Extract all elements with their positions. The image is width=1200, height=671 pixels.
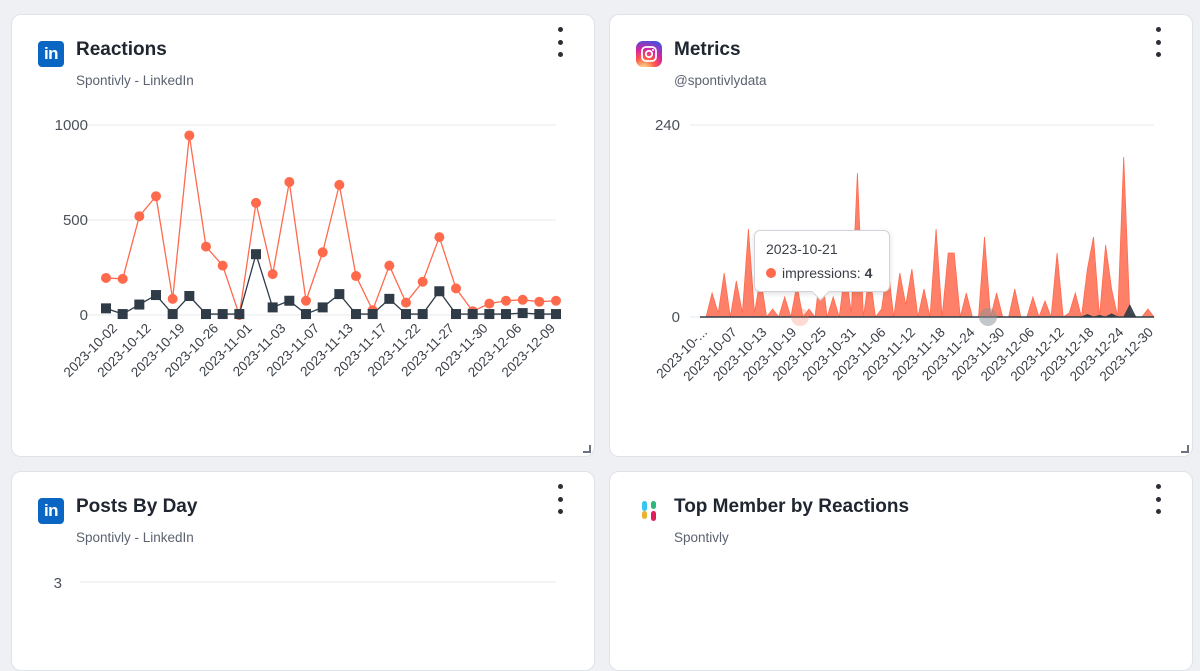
data-point	[117, 309, 128, 320]
card-title: Posts By Day	[76, 496, 198, 517]
data-point	[251, 249, 261, 260]
posts-chart: 3	[54, 575, 556, 592]
data-point	[184, 291, 195, 301]
data-point	[334, 179, 345, 190]
y-tick-label: 240	[655, 117, 680, 134]
resize-handle[interactable]	[583, 445, 591, 453]
series-line-dark	[105, 251, 556, 316]
data-point	[351, 309, 361, 320]
data-point	[401, 297, 411, 308]
data-point	[167, 293, 178, 304]
y-tick-label: 3	[54, 575, 62, 592]
data-point	[284, 295, 295, 306]
reactions-chart: 100050002023-10-022023-10-122023-10-1920…	[55, 117, 561, 380]
data-point	[384, 260, 395, 271]
instagram-icon	[636, 41, 662, 67]
data-point	[134, 211, 145, 222]
data-point	[151, 191, 161, 202]
data-point	[534, 296, 545, 307]
data-point	[317, 247, 328, 258]
data-point	[301, 309, 311, 320]
data-point	[417, 309, 428, 320]
data-point	[551, 309, 561, 320]
data-point	[234, 309, 245, 320]
linkedin-icon: in	[38, 498, 64, 524]
data-point	[517, 308, 528, 319]
data-point	[317, 302, 328, 313]
data-point	[267, 302, 278, 313]
top-member-card: Top Member by Reactions Spontivly	[609, 471, 1193, 671]
data-point	[417, 276, 428, 287]
card-header: in Posts By Day Spontivly - LinkedIn	[38, 496, 574, 552]
data-point	[101, 303, 111, 314]
card-title: Reactions	[76, 39, 167, 60]
data-point	[501, 309, 511, 320]
card-subtitle: @spontivlydata	[674, 73, 767, 88]
card-subtitle: Spontivly - LinkedIn	[76, 73, 194, 88]
data-point	[101, 272, 111, 283]
data-point	[351, 271, 361, 282]
card-subtitle: Spontivly - LinkedIn	[76, 530, 194, 545]
data-point	[467, 309, 478, 320]
data-point	[217, 309, 228, 320]
data-point	[217, 260, 228, 271]
series-line-orange	[105, 135, 557, 316]
card-header: Top Member by Reactions Spontivly	[636, 496, 1172, 552]
card-title: Top Member by Reactions	[674, 496, 910, 517]
more-options-icon[interactable]	[1150, 484, 1166, 514]
data-point	[117, 273, 128, 284]
data-point	[451, 283, 461, 294]
reactions-card: in Reactions Spontivly - LinkedIn 1000 50…	[11, 14, 595, 457]
data-point	[401, 309, 411, 320]
data-point	[301, 295, 311, 306]
chart-tooltip: 2023-10-21 impressions: 4	[754, 230, 890, 301]
data-point	[251, 197, 261, 208]
more-options-icon[interactable]	[1150, 27, 1166, 57]
card-header: Metrics @spontivlydata	[636, 39, 1172, 95]
data-point	[434, 286, 445, 297]
metrics-card: Metrics @spontivlydata 240 0 2023-10-... 20…	[609, 14, 1193, 457]
data-point	[334, 289, 345, 300]
series-dot-icon	[766, 268, 776, 278]
more-options-icon[interactable]	[552, 484, 568, 514]
metrics-chart: 24002023-10-...2023-10-072023-10-132023-…	[653, 117, 1156, 384]
data-point	[484, 309, 495, 320]
hover-point	[791, 308, 809, 326]
tooltip-date: 2023-10-21	[766, 241, 838, 257]
y-tick-label: 1000	[55, 117, 88, 134]
data-point	[501, 295, 511, 306]
tooltip-series: impressions:	[782, 265, 861, 281]
card-title: Metrics	[674, 39, 741, 60]
tooltip-row: impressions: 4	[766, 265, 872, 281]
tooltip-value: 4	[864, 265, 873, 281]
data-point	[434, 232, 445, 243]
posts-by-day-card: in Posts By Day Spontivly - LinkedIn 3	[11, 471, 595, 671]
y-tick-label: 0	[672, 309, 680, 326]
data-point	[201, 309, 211, 320]
data-point	[151, 290, 161, 301]
data-point	[201, 241, 211, 252]
card-header: in Reactions Spontivly - LinkedIn	[38, 39, 574, 95]
more-options-icon[interactable]	[552, 27, 568, 57]
hover-point	[979, 308, 997, 326]
data-point	[551, 295, 561, 306]
data-point	[367, 309, 378, 320]
y-tick-label: 500	[63, 212, 88, 229]
card-subtitle: Spontivly	[674, 530, 729, 545]
data-point	[167, 309, 178, 320]
slack-icon	[636, 498, 662, 524]
linkedin-icon: in	[38, 41, 64, 67]
data-point	[384, 293, 395, 304]
resize-handle[interactable]	[1181, 445, 1189, 453]
data-point	[484, 298, 495, 309]
data-point	[534, 309, 545, 320]
data-point	[284, 177, 295, 187]
data-point	[517, 294, 528, 305]
data-point	[267, 269, 278, 280]
data-point	[451, 309, 461, 320]
data-point	[134, 299, 145, 310]
y-tick-label: 0	[80, 307, 88, 324]
data-point	[184, 130, 195, 141]
